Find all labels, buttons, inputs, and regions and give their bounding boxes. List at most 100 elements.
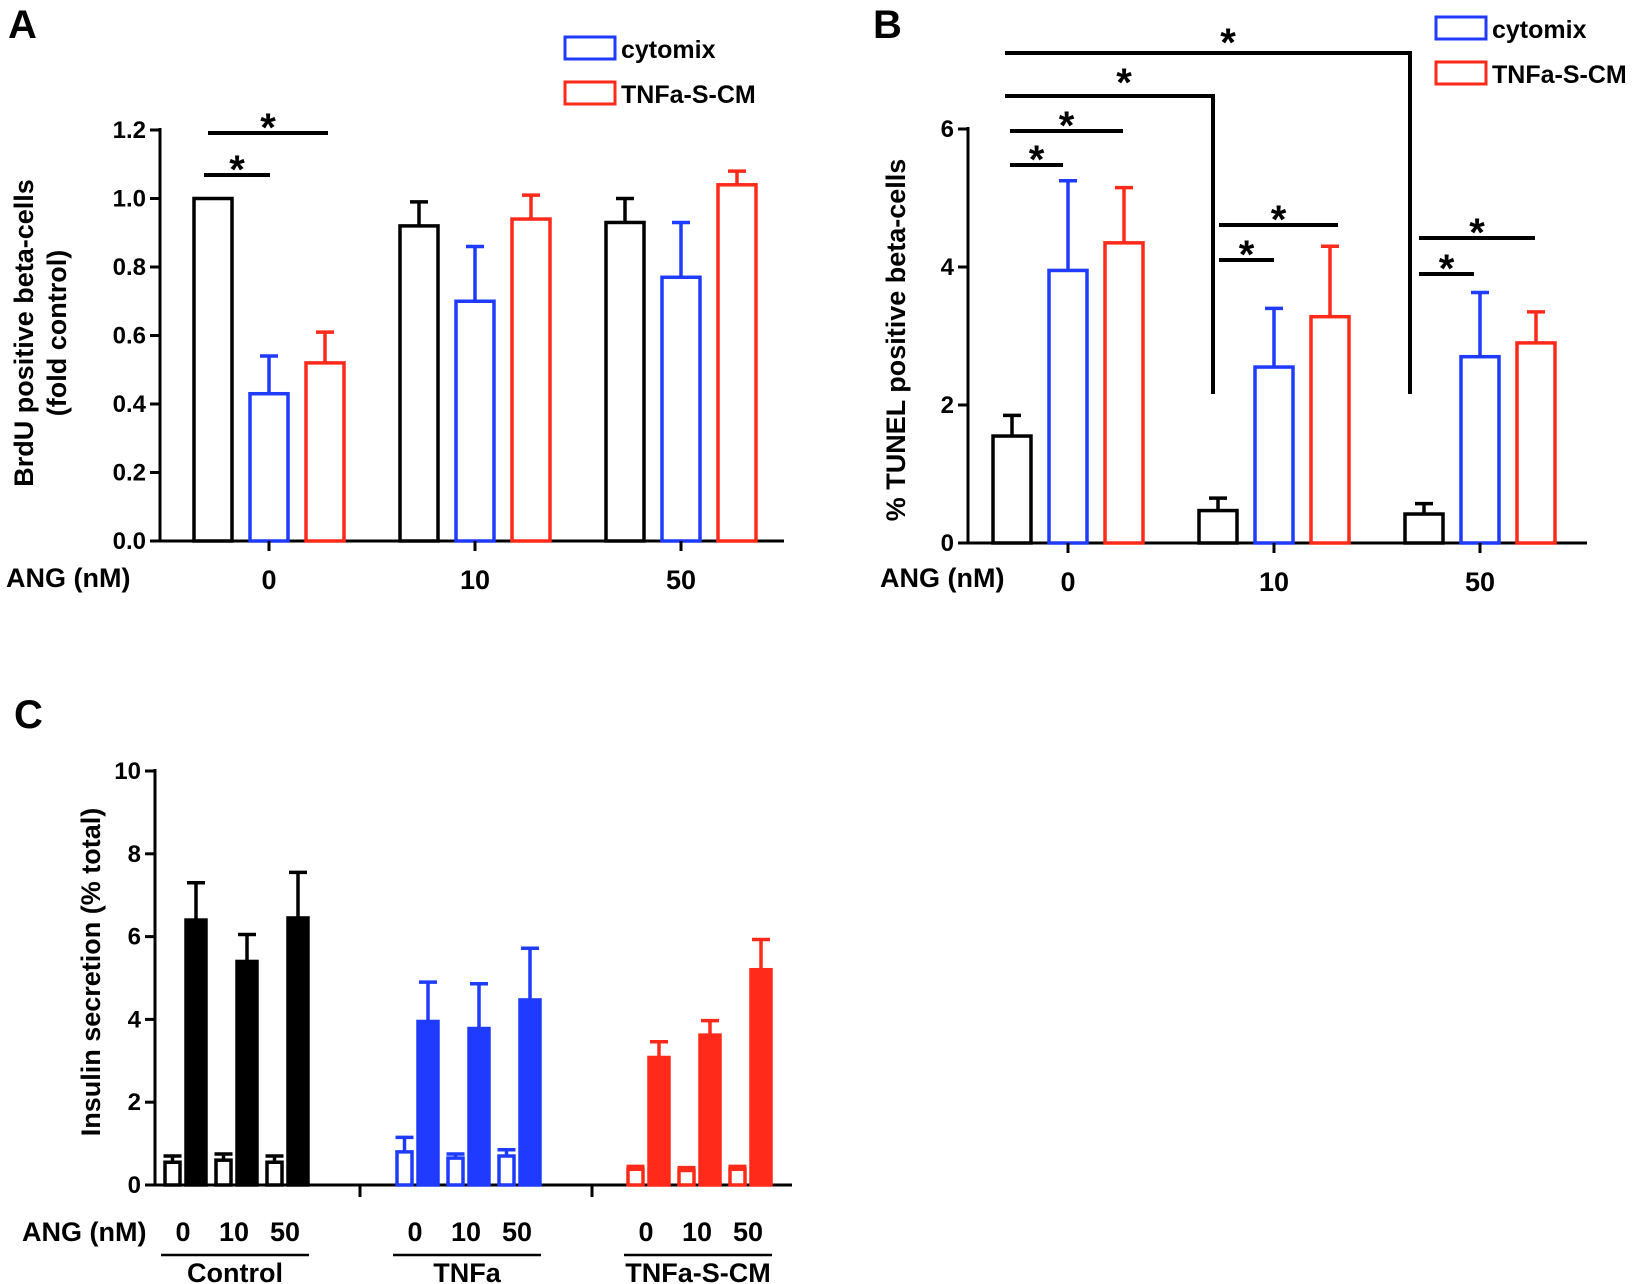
- dose-label: 10: [219, 1217, 249, 1247]
- bar-basal: [728, 1167, 747, 1187]
- dose-label: 0: [638, 1217, 653, 1247]
- significance-star: *: [1220, 21, 1236, 65]
- panel-c-y-axis-label: Insulin secretion (% total): [76, 808, 106, 1137]
- panel-a-letter: A: [8, 3, 37, 47]
- bar-basal: [395, 1150, 414, 1187]
- dose-label: 0: [407, 1217, 422, 1247]
- x-tick-label: 50: [666, 565, 696, 595]
- y-tick-label: 0: [128, 1172, 141, 1199]
- bar-cytomix: [248, 391, 290, 543]
- bar-cytomix: [454, 299, 496, 543]
- significance-star: *: [260, 106, 276, 150]
- panel-b-x-label: ANG (nM): [880, 563, 1004, 593]
- bar-stimulated: [416, 1019, 440, 1187]
- panel-b-y-axis-label: % TUNEL positive beta-cells: [881, 159, 911, 522]
- dose-label: 10: [682, 1217, 712, 1247]
- x-tick-label: 10: [460, 565, 490, 595]
- y-tick-label: 6: [941, 116, 954, 143]
- significance-star: *: [1469, 211, 1485, 255]
- significance-star: *: [1116, 61, 1132, 105]
- bar-basal: [677, 1168, 696, 1187]
- significance-star: *: [1029, 138, 1045, 182]
- dose-label: 10: [451, 1217, 481, 1247]
- panel-c-letter: C: [14, 693, 43, 737]
- panel-b-legend: cytomix TNFa-S-CM: [1434, 15, 1627, 89]
- bar-basal: [626, 1167, 645, 1187]
- y-tick-label: 0.8: [113, 254, 146, 281]
- legend-swatch-cytomix: [1434, 15, 1488, 41]
- bar-basal: [497, 1154, 516, 1187]
- y-tick-label: 2: [128, 1089, 141, 1116]
- bar-basal: [163, 1160, 182, 1187]
- panel-a-y-axis-label: BrdU positive beta-cells (fold control): [9, 179, 72, 487]
- significance-star: *: [1271, 198, 1287, 242]
- dose-label: 50: [270, 1217, 300, 1247]
- y-label-line1: BrdU positive beta-cells: [9, 179, 39, 487]
- dose-label: 50: [502, 1217, 532, 1247]
- y-tick-label: 0.4: [113, 391, 147, 418]
- y-tick-label: 1.0: [113, 186, 146, 213]
- legend-label-cytomix: cytomix: [621, 36, 716, 64]
- bar-cytomix: [1459, 354, 1501, 545]
- bar-stimulated: [647, 1055, 671, 1187]
- bar-stimulated: [286, 916, 310, 1187]
- panel-b-letter: B: [873, 3, 902, 47]
- bar-tnfa-s-cm: [1103, 241, 1145, 545]
- y-tick-label: 1.2: [113, 117, 146, 144]
- y-tick-label: 10: [114, 758, 141, 785]
- y-tick-label: 4: [128, 1006, 142, 1033]
- bar-control: [1403, 512, 1445, 545]
- bar-tnfa-s-cm: [716, 183, 758, 543]
- bar-control: [398, 224, 440, 543]
- y-tick-label: 0.0: [113, 528, 146, 555]
- y-tick-label: 0: [941, 530, 954, 557]
- bar-stimulated: [518, 998, 542, 1187]
- legend-swatch-tnfa-s-cm: [1434, 60, 1488, 86]
- panel-a-x-label: ANG (nM): [6, 563, 130, 593]
- bar-stimulated: [235, 959, 259, 1187]
- bar-control: [1197, 508, 1239, 545]
- legend-label-cytomix: cytomix: [1492, 16, 1587, 44]
- y-tick-label: 0.2: [113, 460, 146, 487]
- y-label-line2: (fold control): [42, 250, 72, 416]
- panel-c-x-label: ANG (nM): [22, 1217, 146, 1247]
- panel-a-plot: 0.0 0.2 0.4 0.6 0.8 1.0 1.2 0 10 50 * *: [113, 106, 784, 595]
- panel-b: B cytomix TNFa-S-CM % TUNEL positive bet…: [873, 3, 1627, 597]
- x-tick-label: 0: [1060, 567, 1075, 597]
- y-tick-label: 6: [128, 924, 141, 951]
- bar-cytomix: [1047, 268, 1089, 545]
- bar-stimulated: [749, 967, 773, 1187]
- bar-basal: [446, 1156, 465, 1187]
- y-tick-label: 0.6: [113, 323, 146, 350]
- y-tick-label: 4: [941, 254, 955, 281]
- significance-star: *: [1059, 104, 1075, 148]
- significance-bracket: [1005, 51, 1412, 394]
- panel-b-plot: 0 2 4 6 0 10 50 * * * * * * * *: [941, 21, 1587, 597]
- legend-swatch-tnfa-s-cm: [563, 80, 617, 106]
- panel-a-legend: cytomix TNFa-S-CM: [563, 35, 756, 109]
- bar-stimulated: [467, 1026, 491, 1187]
- dose-label: 0: [175, 1217, 190, 1247]
- x-tick-label: 0: [261, 565, 276, 595]
- legend-label-tnfa-s-cm: TNFa-S-CM: [621, 81, 756, 109]
- y-tick-label: 8: [128, 841, 141, 868]
- bar-basal: [265, 1160, 284, 1187]
- group-label: TNFa-S-CM: [625, 1258, 770, 1284]
- bar-tnfa-s-cm: [1309, 314, 1351, 545]
- legend-label-tnfa-s-cm: TNFa-S-CM: [1492, 61, 1627, 89]
- significance-star: *: [1239, 233, 1255, 277]
- significance-bracket: [1005, 94, 1215, 394]
- legend-swatch-cytomix: [563, 35, 617, 61]
- panel-a: A cytomix TNFa-S-CM BrdU positive beta-c…: [6, 3, 784, 595]
- significance-star: *: [1439, 247, 1455, 291]
- bar-tnfa-s-cm: [1515, 341, 1557, 545]
- group-label: TNFa: [433, 1258, 501, 1284]
- bar-tnfa-s-cm: [304, 361, 346, 543]
- bar-basal: [214, 1158, 233, 1187]
- panel-c: C Insulin secretion (% total) ANG (nM) 0…: [14, 693, 792, 1284]
- bar-tnfa-s-cm: [510, 217, 552, 543]
- bar-control: [991, 434, 1033, 545]
- y-tick-label: 2: [941, 392, 954, 419]
